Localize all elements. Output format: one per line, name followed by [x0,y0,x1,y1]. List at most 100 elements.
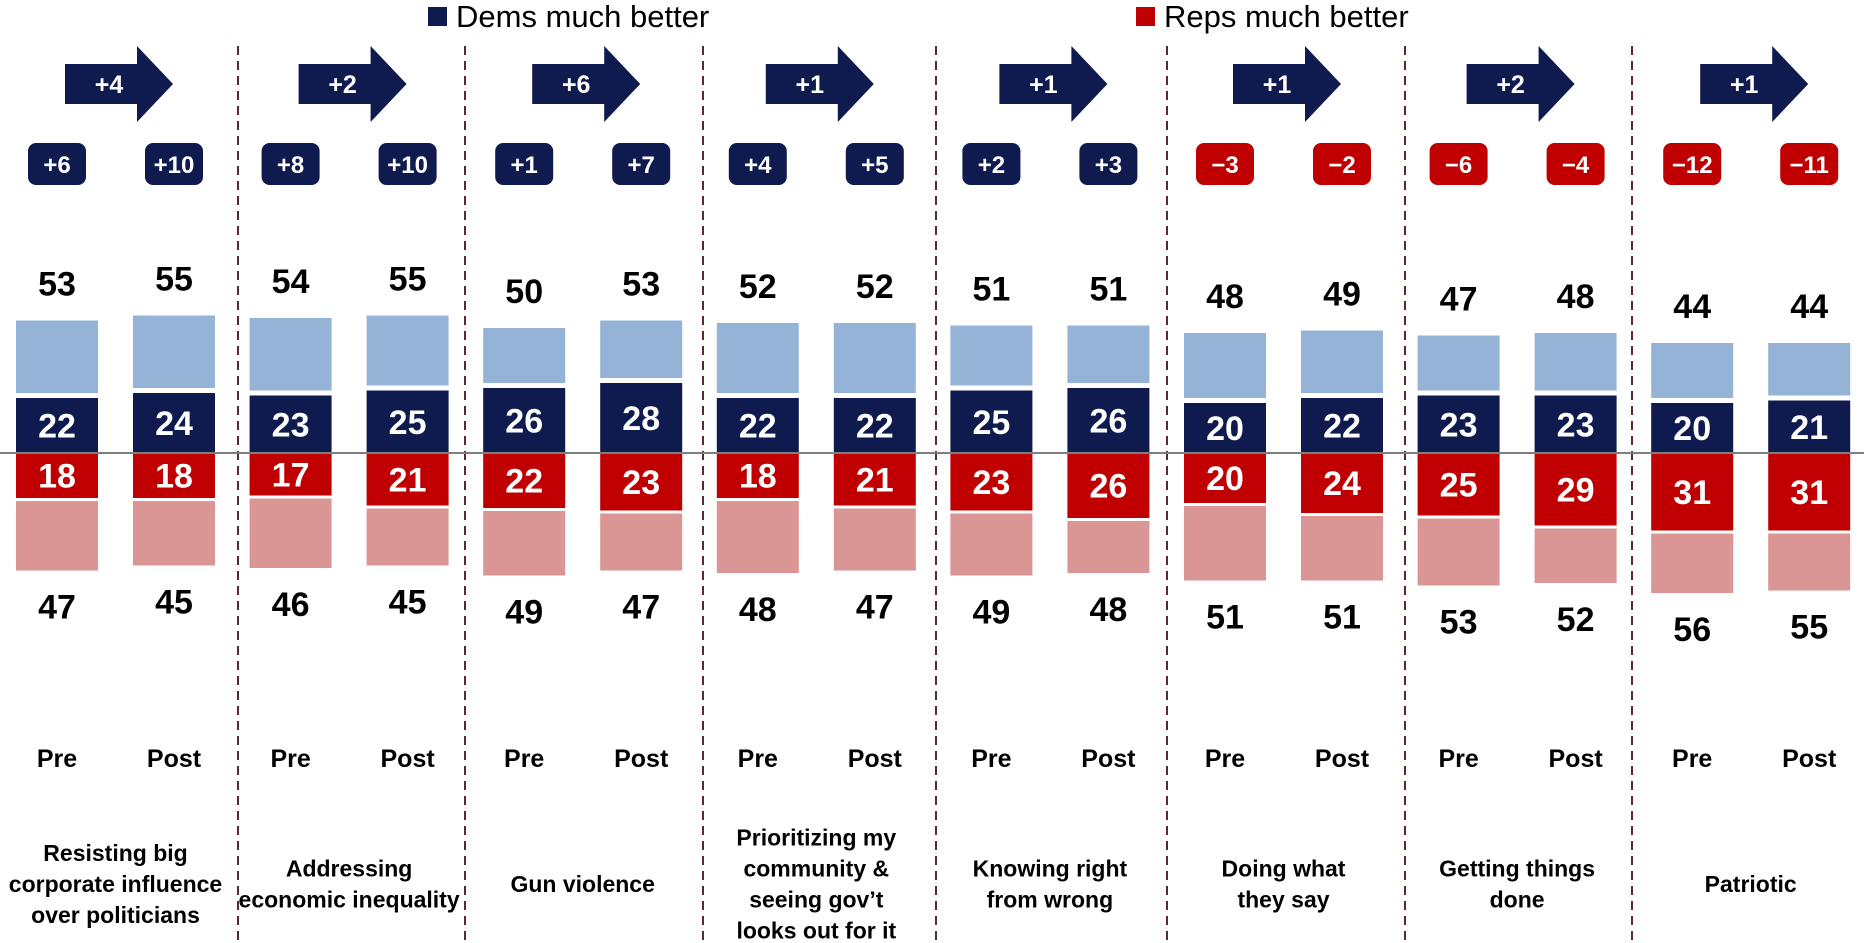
legend-swatch-reps [1136,7,1155,26]
category-label-line: done [1490,887,1545,913]
bar-dem-much [1534,395,1617,453]
value-dem-much: 22 [739,408,777,446]
bar-dem-somewhat [950,325,1033,386]
plot-area: +4 +6 22 53 18 47 Pre +10 24 55 18 45 Post Resisting … [0,46,1864,943]
period-label: Pre [971,745,1011,773]
net-label: +5 [861,152,888,179]
value-dem-much: 26 [505,403,543,441]
bar-rep-much [1301,453,1383,513]
bar-dem-much [366,390,449,453]
bar-dem-somewhat [483,328,566,383]
bar-rep-somewhat [1184,506,1266,581]
value-rep-much: 17 [272,456,310,494]
category-label-line: they say [1237,887,1329,913]
bar-dem-somewhat [366,315,449,386]
value-dem-much: 20 [1206,410,1244,448]
value-rep-total: 55 [1790,609,1828,647]
bar-dem-somewhat [833,323,916,393]
value-rep-much: 23 [972,464,1010,502]
net-badge [1313,143,1371,185]
net-badge [728,143,787,185]
net-label: +7 [628,152,655,179]
net-label: +6 [43,152,70,179]
net-badge [1196,143,1254,185]
bar-rep-somewhat [716,501,799,573]
net-label: −6 [1445,152,1472,179]
bar-dem-much [600,383,683,453]
value-dem-total: 54 [272,263,310,301]
value-dem-total: 51 [972,271,1010,309]
change-arrow [1466,46,1575,122]
bar-dem-much [1301,398,1383,453]
value-rep-much: 31 [1673,474,1711,512]
value-rep-much: 22 [505,463,543,501]
bar-rep-somewhat [1534,528,1617,583]
bar-rep-much [1417,453,1500,516]
category-label: Gun violence [510,871,654,897]
value-rep-total: 53 [1440,604,1478,642]
bar-dem-somewhat [1768,343,1851,396]
category-label: Doing what they say [1222,856,1346,913]
bar-rep-somewhat [1067,521,1150,573]
change-arrow [532,46,641,122]
value-rep-much: 21 [389,461,427,499]
category-label-line: looks out for it [736,918,896,943]
bar-dem-somewhat [133,315,215,388]
value-rep-much: 26 [1089,468,1127,506]
value-dem-total: 44 [1790,288,1828,326]
value-dem-total: 52 [856,268,894,306]
bar-dem-much [1651,403,1734,453]
net-badge [1429,143,1488,185]
value-rep-total: 49 [505,594,543,632]
net-badge [1780,143,1839,185]
bar-rep-much [600,453,683,511]
bar-rep-somewhat [483,511,566,576]
value-rep-much: 20 [1206,460,1244,498]
period-label: Post [147,745,202,773]
value-dem-total: 53 [622,266,660,304]
value-dem-total: 55 [389,261,427,299]
bar-rep-much [1768,453,1851,531]
value-dem-total: 52 [739,268,777,306]
value-dem-much: 23 [272,406,310,444]
bar-rep-much [950,453,1033,511]
category-label-line: over politicians [31,902,200,928]
net-label: −11 [1790,152,1829,179]
value-rep-total: 47 [856,589,894,627]
bar-dem-much [1768,400,1851,453]
value-dem-much: 22 [38,408,76,446]
value-rep-much: 24 [1323,465,1361,503]
bar-rep-much [16,453,98,498]
net-badge [378,143,437,185]
bar-dem-somewhat [16,320,98,393]
bar-dem-much [1184,403,1266,453]
value-dem-much: 21 [1790,409,1828,447]
net-label: +3 [1095,152,1122,179]
bar-rep-somewhat [1768,533,1851,591]
bar-rep-somewhat [133,501,215,566]
value-dem-total: 48 [1206,278,1244,316]
bar-dem-much [249,395,332,453]
value-dem-total: 48 [1557,278,1595,316]
net-badge [1079,143,1138,185]
bar-rep-somewhat [950,513,1033,576]
bar-rep-somewhat [1651,533,1734,593]
value-dem-much: 22 [1323,408,1361,446]
value-rep-total: 47 [38,589,76,627]
value-dem-much: 20 [1673,410,1711,448]
net-label: −3 [1211,152,1238,179]
value-rep-total: 47 [622,589,660,627]
net-badge [261,143,320,185]
value-rep-total: 49 [972,594,1010,632]
period-label: Pre [504,745,544,773]
value-rep-much: 18 [38,458,76,496]
period-label: Pre [1672,745,1712,773]
bar-rep-somewhat [833,508,916,571]
bar-rep-much [716,453,799,498]
net-badge [845,143,904,185]
bar-dem-somewhat [249,318,332,391]
bar-dem-somewhat [1301,330,1383,393]
category-label-line: Doing what [1222,856,1346,882]
bar-dem-somewhat [1651,343,1734,398]
